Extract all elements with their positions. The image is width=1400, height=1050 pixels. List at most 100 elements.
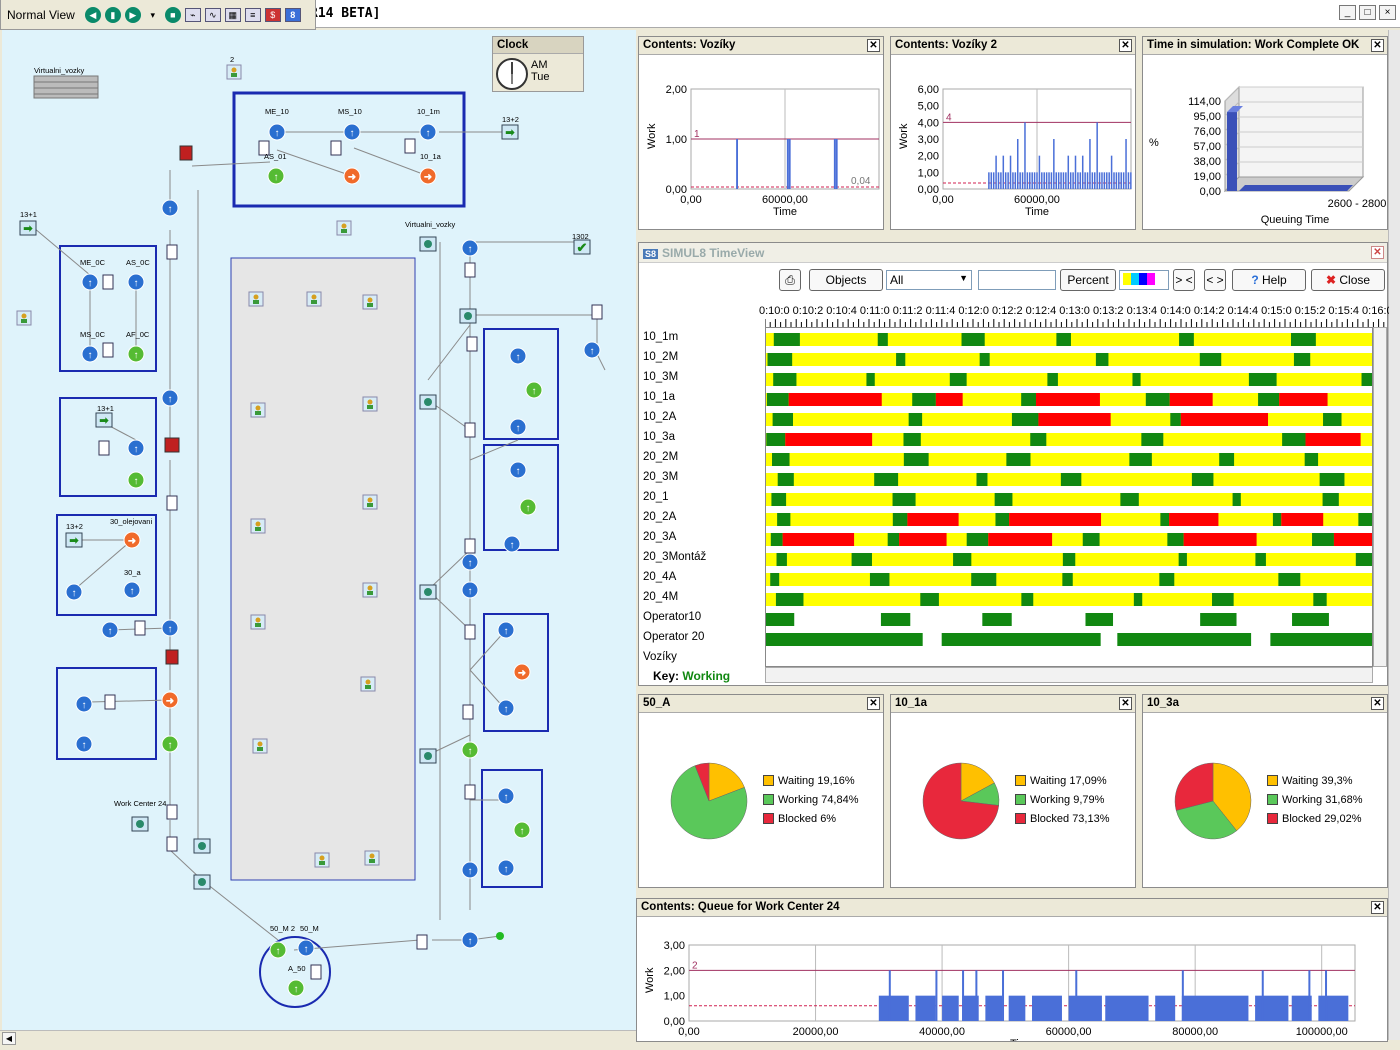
rewind-icon[interactable]: ◀ <box>84 6 101 23</box>
work-bar <box>1062 172 1065 189</box>
activity-idle-icon <box>127 439 145 457</box>
close-vozky-panel-button[interactable]: ✕ <box>867 39 880 52</box>
legend-item-blocked: Blocked 6% <box>763 809 859 828</box>
zoom-in-button[interactable]: > < <box>1173 269 1195 291</box>
search-input[interactable] <box>978 270 1056 290</box>
gantt-working-segment <box>1060 473 1082 486</box>
resource-body-icon <box>255 527 261 531</box>
color-scheme-select[interactable] <box>1119 270 1169 290</box>
work-bar <box>1012 172 1014 189</box>
activity-idle-icon <box>75 735 93 753</box>
legend-swatch <box>1267 775 1278 786</box>
ms10-label: MS_10 <box>338 107 362 116</box>
chart-icon[interactable]: ⌁ <box>184 7 201 22</box>
gantt-working-segment <box>1159 573 1175 586</box>
activity-idle-icon <box>161 389 179 407</box>
timeview-row-label: 10_3M <box>643 371 679 383</box>
queue-icon <box>166 804 178 820</box>
queue-wc24-chart: 3,00 2,00 1,00 0,000,00 20000,00 40000,00 6000… <box>644 940 1356 1050</box>
close-vozky2-panel-button[interactable]: ✕ <box>1119 39 1132 52</box>
play-icon[interactable]: ▶ <box>124 6 141 23</box>
timeview-horizontal-scrollbar[interactable] <box>765 667 1373 683</box>
queue-wc24-title-text: Contents: Queue for Work Center 24 <box>641 901 840 913</box>
simul8-badge-icon[interactable]: 8 <box>284 7 301 22</box>
minimize-button[interactable]: _ <box>1339 5 1356 20</box>
work-bar <box>1084 172 1086 189</box>
work-bar <box>1103 172 1106 189</box>
legend-text: Waiting 17,09% <box>1030 774 1107 787</box>
activity-working-icon <box>519 498 537 516</box>
queue-icon <box>462 704 474 720</box>
activity-arrow-icon: ➜ <box>424 172 432 183</box>
close-pie-panel-button[interactable]: ✕ <box>867 697 880 710</box>
resource-body-icon <box>367 591 373 595</box>
activity-arrow-icon: ↑ <box>88 278 93 289</box>
pie-slice-blocked <box>922 762 1000 840</box>
zoom-out-button[interactable]: < > <box>1204 269 1226 291</box>
reference-label: 4 <box>946 112 952 123</box>
gantt-working-segment <box>869 573 890 586</box>
stop-icon[interactable]: ■ <box>164 6 181 23</box>
graph-icon[interactable]: ∿ <box>204 7 221 22</box>
y-tick-label: 76,00 <box>1193 126 1221 138</box>
work-bar <box>997 172 1000 189</box>
x-tick-label: 0,00 <box>932 194 953 206</box>
x-tick-label: 0,00 <box>680 194 701 206</box>
cost-icon[interactable]: $ <box>264 7 281 22</box>
legend-text: Working 9,79% <box>1030 793 1105 806</box>
as01-label: AS_01 <box>264 152 287 161</box>
gantt-working-segment <box>1167 533 1184 546</box>
maximize-button[interactable]: □ <box>1359 5 1376 20</box>
view-mode-label[interactable]: Normal View <box>7 7 75 22</box>
activity-arrow-icon: ↑ <box>82 700 87 711</box>
object-filter-select[interactable]: All ▼ <box>886 270 972 290</box>
pie-legend: Waiting 39,3% Working 31,68% Blocked 29,02… <box>1267 771 1363 828</box>
pie-title-text: 50_A <box>643 697 671 709</box>
gantt-blocked-segment <box>907 513 959 526</box>
timeview-vertical-scrollbar[interactable] <box>1373 327 1387 667</box>
activity-arrow-icon: ↑ <box>82 740 87 751</box>
activity-arrow-icon: ↑ <box>134 278 139 289</box>
work-bar <box>1002 970 1005 1021</box>
gantt-working-segment <box>887 533 900 546</box>
gantt-working-segment <box>1056 333 1071 346</box>
vozky2-panel-title: Contents: Vozíky 2 ✕ <box>891 37 1135 55</box>
dropdown-arrow-icon[interactable]: ▾ <box>150 9 156 20</box>
close-time-in-sim-panel-button[interactable]: ✕ <box>1371 39 1384 52</box>
gantt-working-segment <box>1062 553 1076 566</box>
work-bar <box>1181 970 1184 1021</box>
work-center-24-label: Work Center 24 <box>114 799 167 808</box>
key-value: Working <box>682 669 731 683</box>
gantt-working-segment <box>1248 373 1277 386</box>
objects-button[interactable]: Objects <box>809 269 883 291</box>
activity-working-icon <box>269 941 287 959</box>
scroll-left-icon[interactable]: ◀ <box>2 1032 16 1045</box>
report-icon[interactable]: ≡ <box>244 7 261 22</box>
work-bar <box>1008 995 1026 1021</box>
process-diagram[interactable]: ↑ ↑ ↑ ↑ ➜ ➜ ↑ ↑ ↑ ↑ ↑ ↑ ↑ ↑ ➜ ↑ ↑ ↑ ↑ ➜ ↑ ↑ ↑ ↑ ↑ ↑ ↑ ↑ ↑ ↑ ↑ ↑ ↑ ➜ ↑ ↑ ↑ ↑ ↑ ↑… <box>2 30 636 1030</box>
gantt-working-segment <box>1117 633 1252 646</box>
help-button[interactable]: ? Help <box>1232 269 1306 291</box>
close-queue-wc24-panel-button[interactable]: ✕ <box>1371 901 1384 914</box>
work-bar <box>1048 172 1050 189</box>
close-window-button[interactable]: × <box>1379 5 1396 20</box>
clock-widget[interactable]: Clock AM Tue <box>492 36 584 92</box>
entry-arrow-icon: ➡ <box>69 535 79 547</box>
print-button[interactable]: ⎙ <box>779 269 801 291</box>
timeview-row-label: 20_4M <box>643 591 679 603</box>
step-icon[interactable]: ▮ <box>104 6 121 23</box>
time-in-sim-title-text: Time in simulation: Work Complete OK <box>1147 39 1360 51</box>
percent-button[interactable]: Percent <box>1060 269 1116 291</box>
close-timeview-icon[interactable]: ✕ <box>1371 246 1384 259</box>
main-vertical-scrollbar[interactable] <box>1388 30 1400 1040</box>
work-bar <box>1036 172 1038 189</box>
close-button[interactable]: ✖ Close <box>1311 269 1385 291</box>
resource-body-icon <box>367 405 373 409</box>
canvas-horizontal-scrollbar[interactable]: ◀ <box>0 1030 636 1046</box>
activity-idle-icon <box>343 123 361 141</box>
close-pie-panel-button[interactable]: ✕ <box>1371 697 1384 710</box>
table-icon[interactable]: ▦ <box>224 7 241 22</box>
activity-idle-icon <box>461 239 479 257</box>
simulation-canvas[interactable]: ↑ ↑ ↑ ↑ ➜ ➜ ↑ ↑ ↑ ↑ ↑ ↑ ↑ ↑ ➜ ↑ ↑ ↑ ↑ ➜ ↑ ↑ ↑ ↑ ↑ ↑ ↑ ↑ ↑ ↑ ↑ ↑ ↑ ➜ ↑ ↑ ↑ ↑ ↑ ↑… <box>2 30 636 1030</box>
close-pie-panel-button[interactable]: ✕ <box>1119 697 1132 710</box>
